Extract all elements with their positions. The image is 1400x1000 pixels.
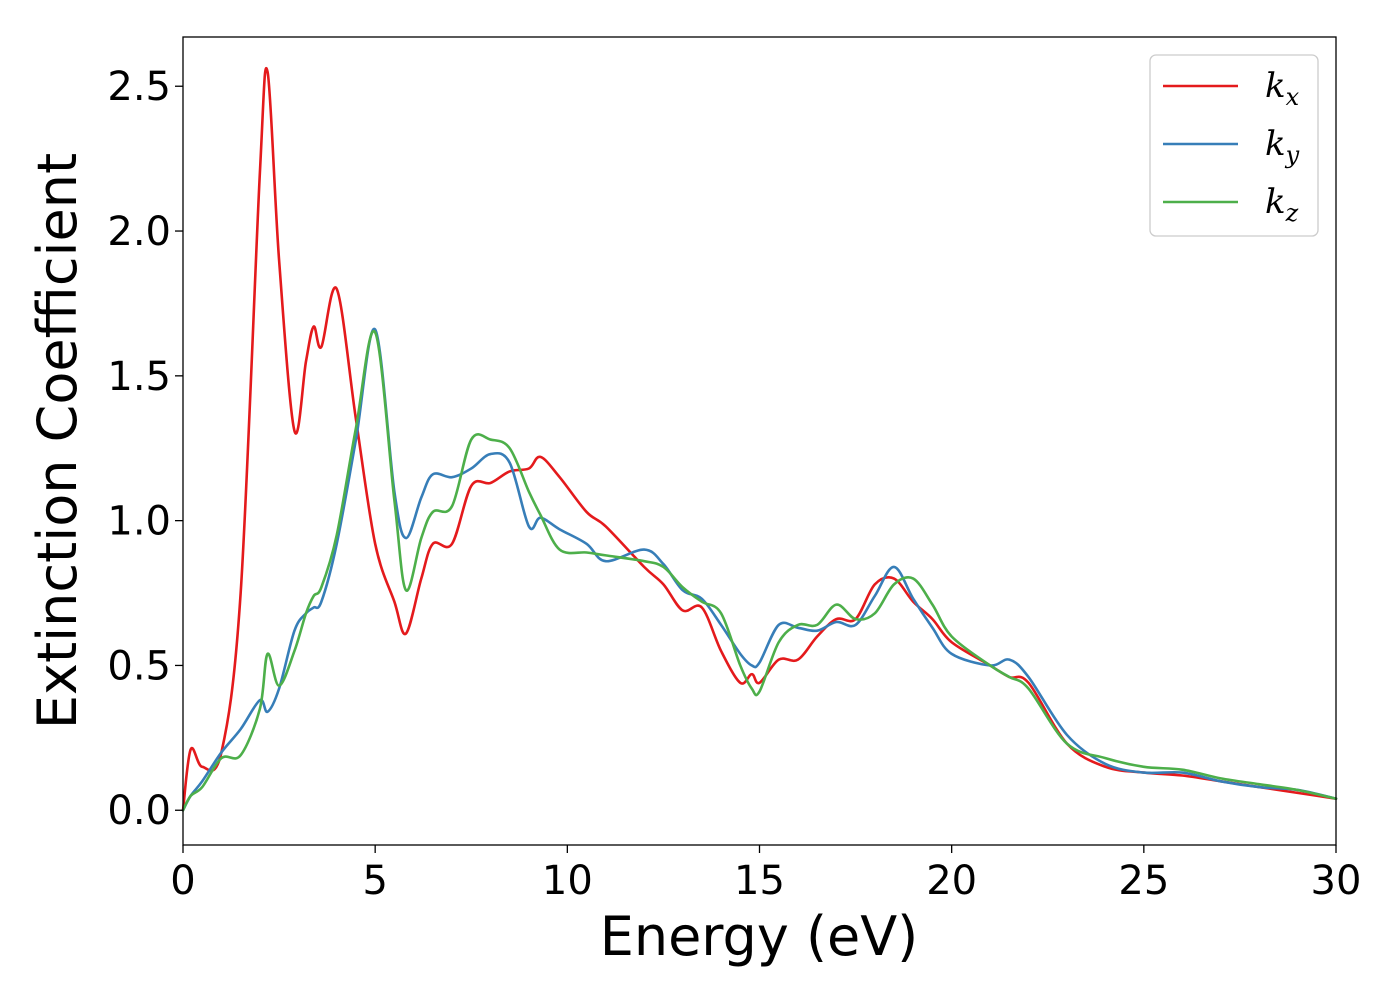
legend-label-subscript: z bbox=[1285, 199, 1299, 227]
y-tick-label: 0.0 bbox=[107, 788, 171, 834]
y-tick-label: 2.0 bbox=[107, 209, 171, 255]
legend-label-kz: kz bbox=[1265, 182, 1299, 227]
legend-box bbox=[1149, 54, 1319, 237]
legend-label-main: k bbox=[1265, 124, 1286, 164]
x-tick-label: 20 bbox=[926, 858, 977, 904]
y-tick-label: 1.5 bbox=[107, 354, 171, 400]
x-tick-label: 0 bbox=[170, 858, 195, 904]
y-axis-label: Extinction Coefficient bbox=[26, 153, 89, 729]
legend-label-subscript: x bbox=[1286, 83, 1300, 111]
legend-label-kx: kx bbox=[1265, 66, 1300, 111]
series-line-kz bbox=[181, 329, 1338, 812]
x-tick-label: 10 bbox=[542, 858, 593, 904]
x-axis-ticks: 0 5 10 15 20 25 30 bbox=[170, 845, 1361, 904]
plot-area bbox=[183, 37, 1336, 845]
x-tick-label: 30 bbox=[1311, 858, 1362, 904]
series-layer bbox=[181, 66, 1338, 812]
y-tick-label: 0.5 bbox=[107, 643, 171, 689]
x-tick-label: 5 bbox=[362, 858, 387, 904]
x-tick-label: 15 bbox=[734, 858, 785, 904]
legend-label-main: k bbox=[1265, 182, 1286, 222]
y-axis-ticks: 0.0 0.5 1.0 1.5 2.0 2.5 bbox=[107, 64, 183, 834]
legend-label-subscript: y bbox=[1285, 141, 1300, 169]
x-axis-label: Energy (eV) bbox=[600, 905, 919, 968]
legend-label-ky: ky bbox=[1265, 124, 1300, 169]
legend-label-main: k bbox=[1265, 66, 1286, 106]
x-tick-label: 25 bbox=[1118, 858, 1169, 904]
y-tick-label: 1.0 bbox=[107, 499, 171, 545]
plot-frame bbox=[182, 36, 1337, 846]
y-tick-label: 2.5 bbox=[107, 64, 171, 110]
